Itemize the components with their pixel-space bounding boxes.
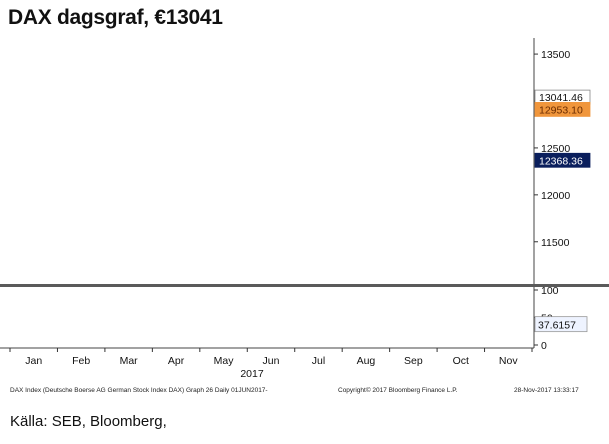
osc-tick-label: 0 <box>541 340 547 352</box>
osc-tick-label: 100 <box>541 285 559 297</box>
x-tick-label: Aug <box>357 355 376 367</box>
y-tick-label: 12500 <box>541 143 570 155</box>
y-tick-label: 13500 <box>541 49 570 61</box>
axes: 115001200012500130001350013041.4612953.1… <box>0 38 609 383</box>
footer-copyright: Copyright© 2017 Bloomberg Finance L.P. <box>338 387 458 394</box>
y-tick-label: 12000 <box>541 190 570 202</box>
price-label-text: 12953.10 <box>539 104 583 116</box>
price-label-text: 13041.46 <box>539 92 583 104</box>
stoch-last-text: 37.6157 <box>538 320 576 332</box>
pane-divider <box>0 284 609 287</box>
stoch-last-box <box>534 316 588 333</box>
y-tick-label: 11500 <box>541 237 570 249</box>
price-label-long-ma: 12368.36 <box>534 152 591 168</box>
x-tick-label: Sep <box>404 355 423 367</box>
source-note: Källa: SEB, Bloomberg, <box>10 413 167 430</box>
x-tick-label: Jul <box>312 355 325 367</box>
stoch-last-value: 37.6157 <box>534 316 588 333</box>
page-title: DAX dagsgraf, €13041 <box>8 6 223 29</box>
x-tick-label: Apr <box>168 355 185 367</box>
x-year-label: 2017 <box>240 368 264 380</box>
dax-chart: 115001200012500130001350013041.4612953.1… <box>0 38 609 383</box>
x-tick-label: Feb <box>72 355 90 367</box>
x-tick-label: May <box>214 355 235 367</box>
price-label-last-price: 13041.46 <box>534 89 591 105</box>
x-tick-label: Jan <box>25 355 42 367</box>
price-label-box <box>534 102 591 117</box>
price-label-ribbon: 12953.10 <box>534 102 591 117</box>
price-label-box <box>534 152 591 168</box>
x-tick-label: Mar <box>120 355 139 367</box>
price-label-text: 12368.36 <box>539 155 583 167</box>
footer-timestamp: 28-Nov-2017 13:33:17 <box>514 387 579 394</box>
x-tick-label: Oct <box>453 355 469 367</box>
chart-background <box>0 38 609 383</box>
x-tick-label: Nov <box>499 355 518 367</box>
footer-index-text: DAX Index (Deutsche Boerse AG German Sto… <box>10 387 268 394</box>
x-tick-label: Jun <box>263 355 280 367</box>
